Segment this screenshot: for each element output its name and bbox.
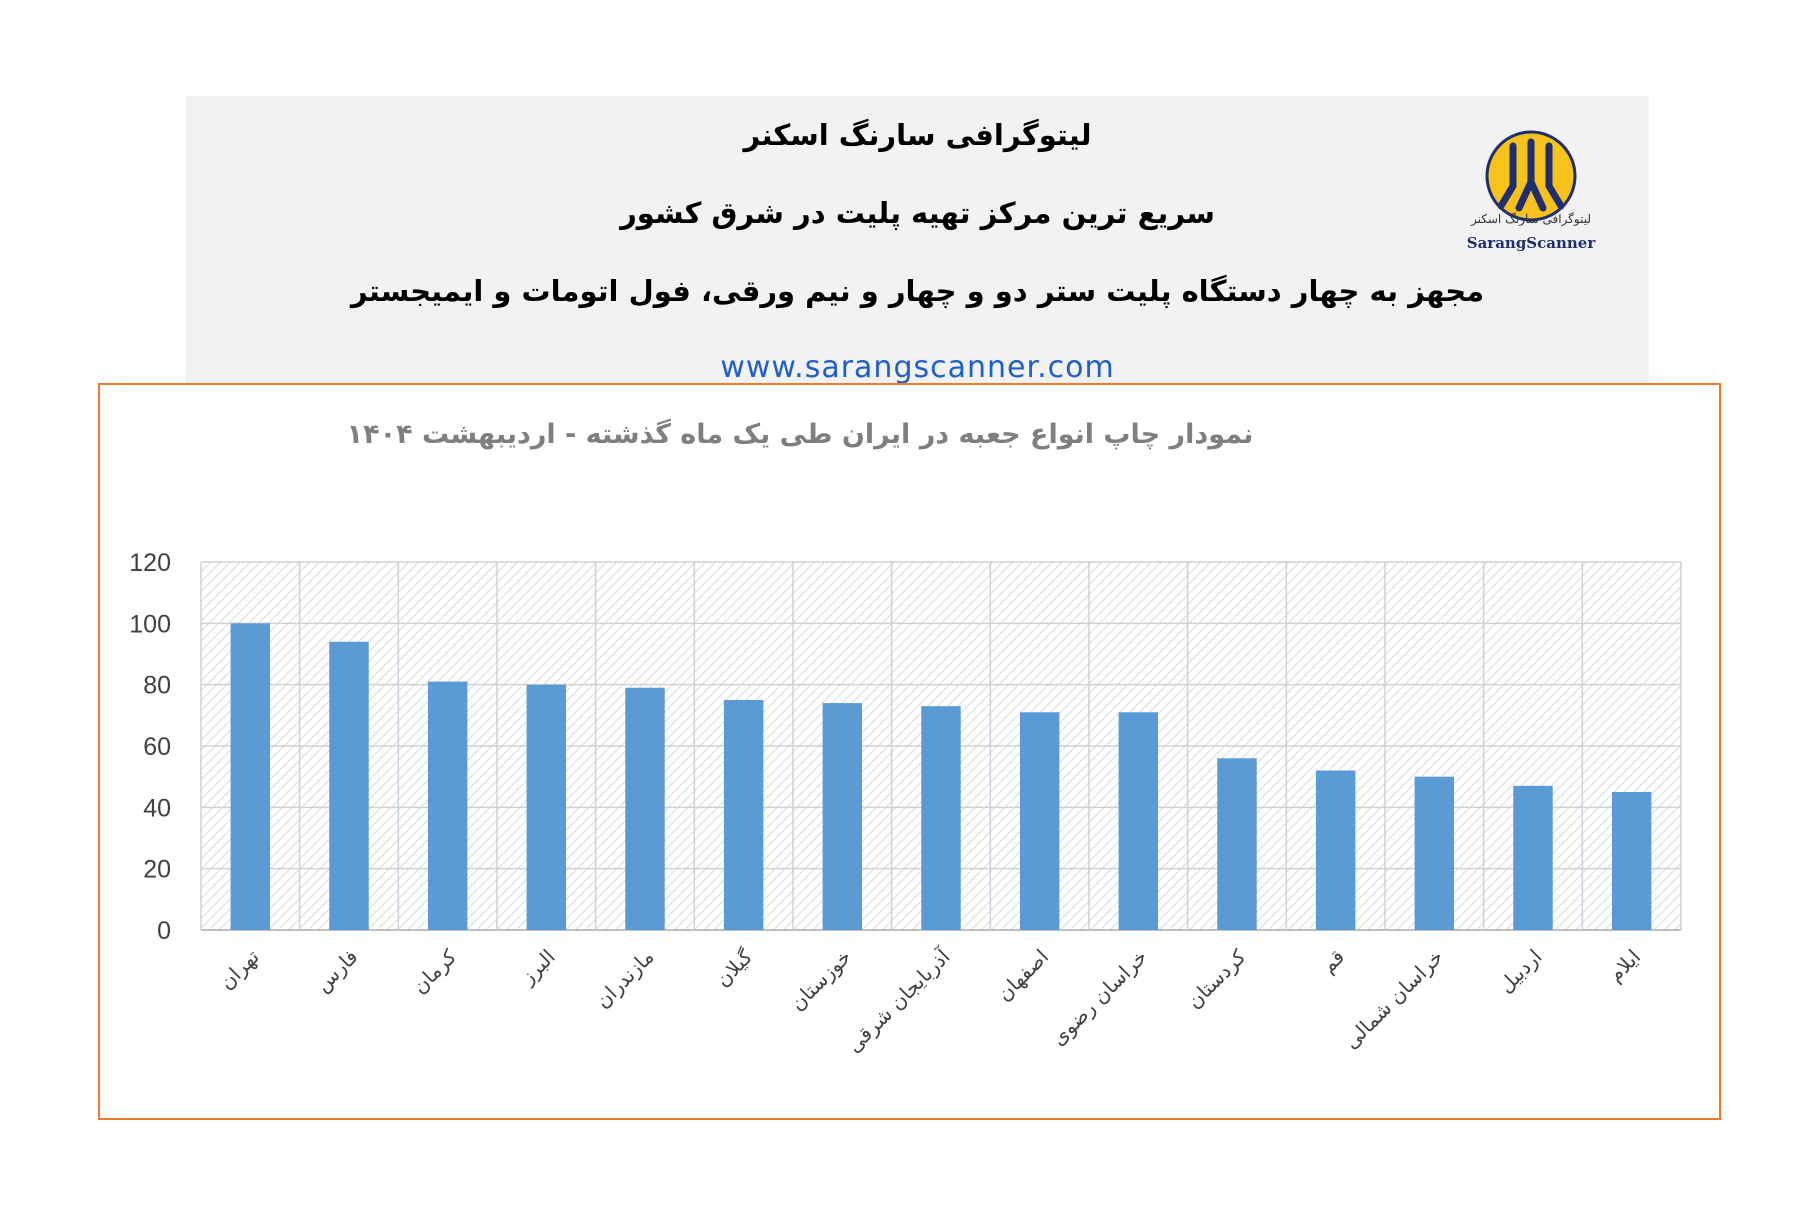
y-tick-label: 0 bbox=[157, 917, 171, 945]
website-link[interactable]: www.sarangscanner.com bbox=[720, 350, 1115, 385]
x-tick-label: قم bbox=[1316, 945, 1349, 978]
x-tick-label: اصفهان bbox=[992, 945, 1053, 1006]
bar bbox=[1315, 770, 1356, 930]
bar bbox=[526, 684, 567, 930]
bar bbox=[1019, 712, 1060, 930]
x-tick-label: البرز bbox=[515, 945, 560, 990]
header-description: مجهز به چهار دستگاه پلیت ستر دو و چهار و… bbox=[350, 274, 1485, 308]
bar bbox=[1513, 785, 1553, 930]
y-tick-label: 20 bbox=[143, 856, 171, 884]
logo-brand: SarangScanner bbox=[1466, 234, 1596, 252]
bar bbox=[427, 681, 468, 930]
chart-title: نمودار چاپ انواع جعبه در ایران طی یک ماه… bbox=[347, 418, 1254, 450]
bar bbox=[625, 687, 665, 930]
bar bbox=[1611, 792, 1652, 930]
x-tick-label: خراسان شمالی bbox=[1339, 945, 1448, 1054]
x-tick-label: گیلان bbox=[710, 944, 757, 991]
x-tick-label: ایلام bbox=[1603, 945, 1645, 987]
sarang-logo-icon bbox=[1485, 130, 1577, 222]
bar bbox=[230, 623, 271, 930]
y-tick-label: 100 bbox=[129, 610, 171, 638]
header-banner: لیتوگرافی سارنگ اسکنر سریع ترین مرکز تهی… bbox=[186, 96, 1649, 396]
y-tick-label: 120 bbox=[129, 549, 171, 577]
bar bbox=[329, 641, 369, 930]
x-tick-label: مازندران bbox=[590, 945, 658, 1013]
x-tick-label: اردبیل bbox=[1494, 945, 1547, 998]
bar bbox=[1118, 712, 1159, 930]
x-tick-label: آذربایجان شرقی bbox=[841, 943, 955, 1057]
bar-chart: نمودار چاپ انواع جعبه در ایران طی یک ماه… bbox=[129, 418, 1682, 1057]
x-tick-label: خراسان رضوی bbox=[1046, 945, 1152, 1051]
x-tick-label: خوزستان bbox=[785, 945, 856, 1016]
y-tick-label: 60 bbox=[143, 733, 171, 761]
bar bbox=[921, 706, 961, 930]
chart-frame: نمودار چاپ انواع جعبه در ایران طی یک ماه… bbox=[98, 383, 1721, 1120]
bar bbox=[822, 703, 863, 930]
logo-caption: لیتوگرافی سارنگ اسکنر bbox=[1471, 212, 1591, 226]
x-tick-label: کرمان bbox=[407, 944, 461, 998]
x-tick-label: تهران bbox=[214, 945, 264, 995]
y-tick-label: 40 bbox=[143, 794, 171, 822]
header-subtitle: سریع ترین مرکز تهیه پلیت در شرق کشور bbox=[620, 196, 1215, 230]
bar bbox=[1414, 776, 1455, 930]
x-tick-label: فارس bbox=[310, 945, 362, 997]
header-title: لیتوگرافی سارنگ اسکنر bbox=[743, 118, 1092, 152]
bar bbox=[1217, 758, 1257, 930]
bar bbox=[723, 700, 764, 930]
y-tick-label: 80 bbox=[143, 672, 171, 700]
x-tick-label: کردستان bbox=[1182, 944, 1251, 1013]
